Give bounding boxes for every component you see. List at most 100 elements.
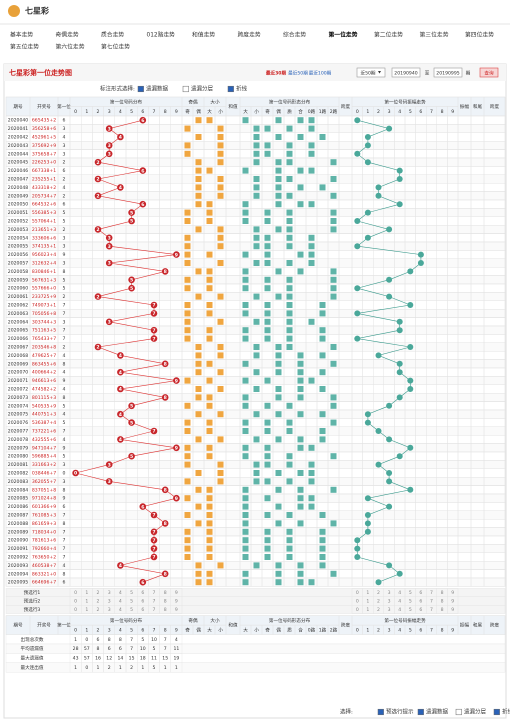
checkbox[interactable] xyxy=(493,708,500,716)
form-mark xyxy=(206,486,213,493)
checkbox[interactable] xyxy=(137,85,144,93)
period: 2020042 xyxy=(8,135,29,141)
form-mark xyxy=(195,470,202,476)
form-mark xyxy=(275,226,282,233)
amplitude-ball xyxy=(364,528,371,535)
sub-header: 大 xyxy=(243,626,248,633)
nav-tab[interactable]: 基本走势 xyxy=(10,31,33,39)
nav-tab[interactable]: 第三位走势 xyxy=(420,31,449,39)
form-mark xyxy=(217,352,224,359)
to-input[interactable] xyxy=(433,67,463,78)
stat-value: 7 xyxy=(164,646,167,652)
nav-tab[interactable]: 质合走势 xyxy=(101,31,124,39)
form-mark xyxy=(286,478,293,485)
nav-tab[interactable]: 第二位走势 xyxy=(374,31,403,39)
draw-number: 452961+5 xyxy=(32,135,56,141)
cell xyxy=(5,485,506,495)
checkbox[interactable] xyxy=(417,708,424,716)
ball-digit: 4 xyxy=(119,135,122,141)
checkbox[interactable] xyxy=(227,85,234,93)
form-mark xyxy=(297,117,304,124)
form-mark xyxy=(253,260,260,266)
form-mark xyxy=(286,318,293,325)
stat-value: 15 xyxy=(162,656,168,662)
checkbox[interactable] xyxy=(182,85,189,93)
option-label: 选择: xyxy=(340,708,353,716)
first-digit: 7 xyxy=(63,529,66,535)
preselect-digit: 1 xyxy=(366,607,369,613)
ball-digit: 8 xyxy=(164,395,167,401)
stat-value: 0 xyxy=(85,665,88,671)
form-mark xyxy=(330,209,337,216)
form-mark xyxy=(297,184,304,191)
query-button[interactable] xyxy=(479,67,499,78)
nav-tab[interactable]: 综合走势 xyxy=(283,31,306,39)
amplitude-ball xyxy=(407,302,414,308)
form-mark xyxy=(195,411,202,418)
form-mark xyxy=(297,436,304,443)
digit-ball xyxy=(150,553,158,561)
form-mark xyxy=(195,184,202,191)
form-mark xyxy=(217,176,224,182)
draw-number: 601366+9 xyxy=(32,504,56,510)
select-box[interactable] xyxy=(356,67,386,78)
form-mark xyxy=(264,453,271,460)
digit-ball xyxy=(128,452,135,460)
first-digit: 8 xyxy=(63,487,66,493)
ball-digit: 2 xyxy=(96,345,99,351)
draw-number: 433318+2 xyxy=(32,185,56,191)
amplitude-ball xyxy=(354,117,361,124)
period: 2020048 xyxy=(8,185,29,191)
ball-digit: 5 xyxy=(130,420,133,426)
nav-tab[interactable]: 第五位走势 xyxy=(10,43,39,51)
checkbox[interactable] xyxy=(455,708,462,716)
nav-tab[interactable]: 和值走势 xyxy=(192,31,215,39)
query-text: 查询 xyxy=(484,70,494,77)
form-mark xyxy=(330,344,337,350)
preselect-digit: 1 xyxy=(366,599,369,605)
checkbox[interactable] xyxy=(377,708,384,716)
sub-header: 奇 xyxy=(185,626,190,633)
nav-tab[interactable]: 跨度走势 xyxy=(238,31,261,39)
preselect-digit: 7 xyxy=(153,607,156,613)
first-digit: 9 xyxy=(63,445,66,451)
form-mark xyxy=(206,268,213,275)
stat-value: 15 xyxy=(129,656,135,662)
form-mark xyxy=(195,192,202,199)
stat-value: 11 xyxy=(151,656,157,662)
draw-number: 205734+7 xyxy=(32,193,56,199)
group-header: 第一位号码形态分布 xyxy=(269,617,311,624)
nav-tab[interactable]: 012路走势 xyxy=(147,31,176,39)
form-mark xyxy=(286,402,293,409)
form-mark xyxy=(264,528,271,535)
ball-digit: 5 xyxy=(130,278,133,284)
nav-tab[interactable]: 奇偶走势 xyxy=(56,31,79,39)
form-mark xyxy=(242,512,249,518)
preselect-digit: 0 xyxy=(74,607,77,613)
form-mark xyxy=(242,302,249,308)
cell xyxy=(5,544,506,554)
nav-tab[interactable]: 第四位走势 xyxy=(465,31,494,39)
preselect-digit: 3 xyxy=(108,599,111,605)
from-input[interactable] xyxy=(391,67,421,78)
nav-tab[interactable]: 第七位走势 xyxy=(101,43,130,51)
nav-tab[interactable]: 第一位走势 xyxy=(329,31,358,39)
period: 2020050 xyxy=(8,202,29,208)
preselect-digit: 0 xyxy=(74,590,77,596)
digit-ball xyxy=(94,293,102,300)
draw-number: 362055+7 xyxy=(32,479,56,485)
form-mark xyxy=(319,335,326,342)
form-mark xyxy=(275,486,282,493)
amplitude-ball xyxy=(407,486,414,493)
preselect-digit: 8 xyxy=(164,599,167,605)
nav-tab[interactable]: 第六位走势 xyxy=(56,43,85,51)
draw-number: 792660+4 xyxy=(32,546,56,552)
cell xyxy=(5,502,506,511)
form-mark xyxy=(206,327,213,334)
draw-number: 863321+0 xyxy=(32,571,56,577)
form-mark xyxy=(253,461,260,468)
ball-digit: 5 xyxy=(130,219,133,225)
digit-ball xyxy=(139,578,147,586)
first-digit: 5 xyxy=(63,403,66,409)
form-mark xyxy=(206,394,213,401)
